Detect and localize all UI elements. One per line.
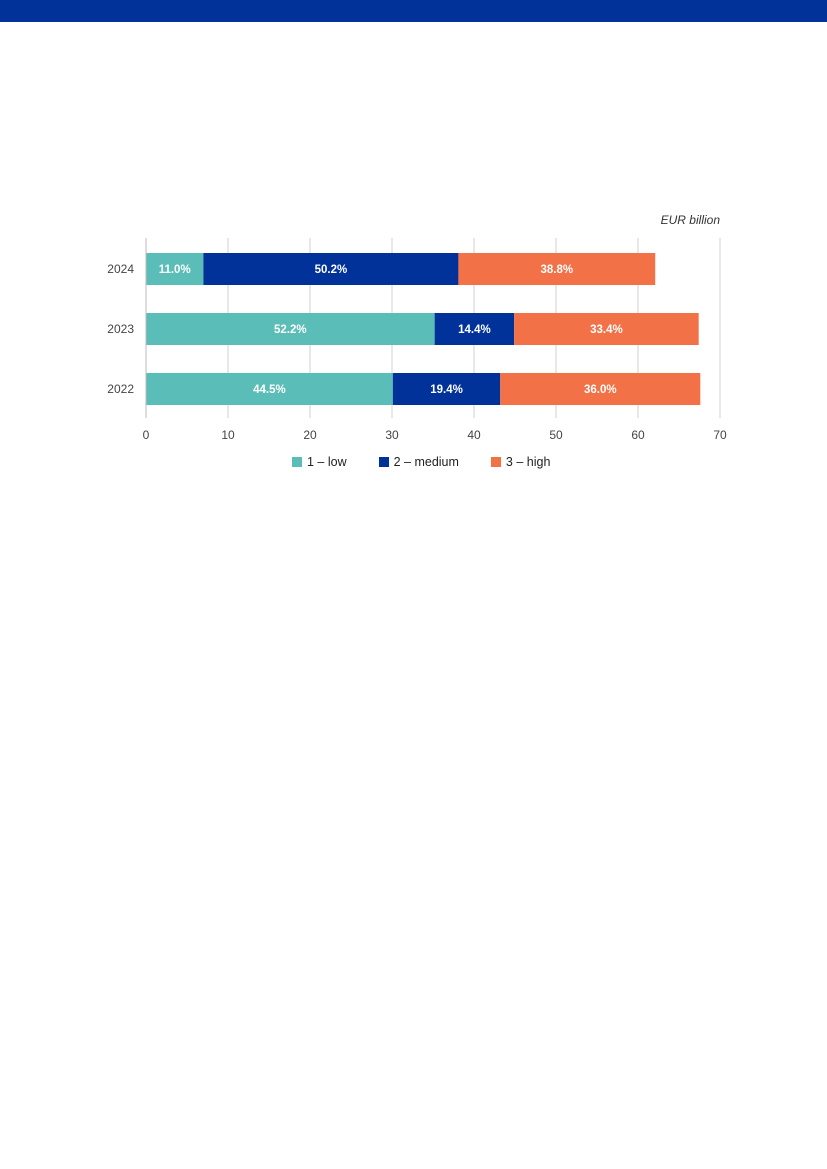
- x-tick-label: 70: [713, 428, 727, 442]
- bar-segment: [434, 313, 515, 345]
- bar-data-label: 52.2%: [274, 324, 307, 336]
- bar-data-label: 36.0%: [584, 384, 617, 396]
- bar-segment: [514, 313, 699, 345]
- bar-segment: [392, 373, 501, 405]
- y-category-label: 2022: [107, 382, 134, 396]
- legend-swatch-high: [490, 457, 501, 467]
- bar-data-label: 11.0%: [159, 264, 191, 276]
- bar-segment: [203, 253, 459, 285]
- bar-segment: [146, 313, 435, 345]
- y-category-label: 2023: [107, 322, 134, 336]
- bar-segment: [146, 373, 393, 405]
- top-banner: [0, 0, 827, 22]
- legend-swatch-low: [292, 457, 302, 467]
- bars: [146, 253, 701, 405]
- x-tick-label: 10: [221, 428, 235, 442]
- legend-item-low: 1 – low: [292, 455, 347, 469]
- bar-data-label: 19.4%: [430, 384, 463, 396]
- y-category-label: 2024: [107, 262, 134, 276]
- x-tick-label: 40: [467, 428, 481, 442]
- bar-data-label: 44.5%: [253, 384, 286, 396]
- chart-canvas: 11.0% 50.2% 38.8% 52.2% 14.4% 33.4% 44.5% 19.4%…: [107, 238, 727, 442]
- unit-label: EUR billion: [660, 213, 720, 227]
- data-labels: 11.0% 50.2% 38.8% 52.2% 14.4% 33.4% 44.5% 19.4%…: [159, 264, 623, 396]
- x-tick-label: 0: [143, 428, 150, 442]
- legend-label-high: 3 – high: [505, 455, 551, 469]
- bar-data-label: 50.2%: [315, 264, 348, 276]
- x-tick-label: 60: [631, 428, 645, 442]
- x-tick-label: 50: [549, 428, 563, 442]
- legend: 1 – low 2 – medium 3 – high: [292, 455, 550, 469]
- legend-swatch-medium: [378, 457, 389, 467]
- legend-item-medium: 2 – medium: [378, 455, 459, 469]
- bar-data-label: 14.4%: [458, 324, 491, 336]
- bar-data-label: 38.8%: [541, 264, 574, 276]
- legend-item-high: 3 – high: [490, 455, 551, 469]
- chart: 11.0% 50.2% 38.8% 52.2% 14.4% 33.4% 44.5% 19.4%…: [0, 205, 827, 485]
- legend-label-medium: 2 – medium: [393, 455, 459, 469]
- axes: 0 10 20 30 40 50 60 70 2024 2023 2022: [107, 238, 727, 442]
- x-tick-label: 20: [303, 428, 317, 442]
- bar-segment: [146, 253, 204, 285]
- legend-label-low: 1 – low: [307, 455, 347, 469]
- bar-segment: [458, 253, 656, 285]
- x-tick-label: 30: [385, 428, 399, 442]
- bar-data-label: 33.4%: [590, 324, 623, 336]
- bar-segment: [500, 373, 701, 405]
